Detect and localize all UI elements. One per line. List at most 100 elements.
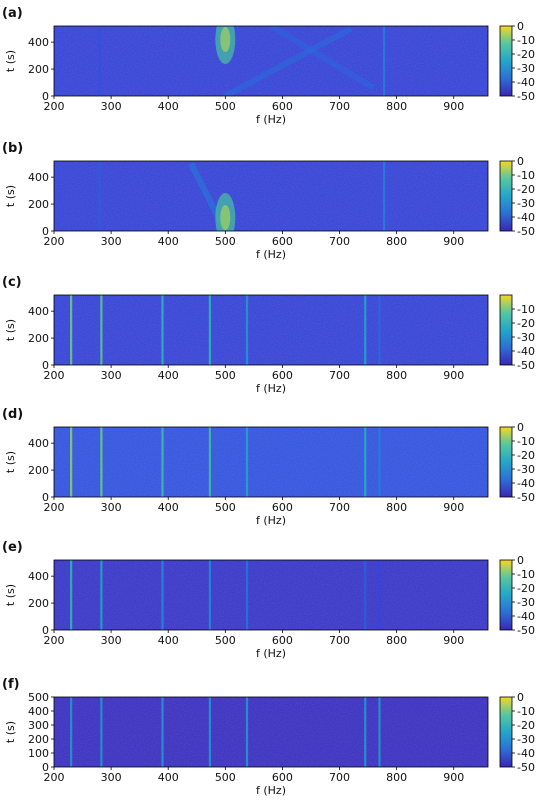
- x-axis-title: f (Hz): [256, 248, 286, 261]
- y-axis-title: t (s): [4, 319, 17, 341]
- x-tick-label: 400: [158, 235, 179, 248]
- y-tick-label: 500: [28, 691, 49, 704]
- y-tick-label: 400: [28, 705, 49, 718]
- x-tick-label: 900: [443, 771, 464, 784]
- colorbar-tick-label: -40: [517, 76, 535, 89]
- colorbar-tick-label: -10: [517, 705, 535, 718]
- y-axis-title: t (s): [4, 185, 17, 207]
- y-tick-label: 400: [28, 305, 49, 318]
- colorbar-tick-label: -50: [517, 624, 535, 637]
- x-tick-label: 300: [101, 100, 122, 113]
- y-tick-label: 400: [28, 437, 49, 450]
- plot-frame: [53, 160, 489, 232]
- x-axis-title: f (Hz): [256, 382, 286, 395]
- y-tick-label: 400: [28, 570, 49, 583]
- colorbar-tick-label: -40: [517, 477, 535, 490]
- x-tick-label: 800: [386, 501, 407, 514]
- y-tick-label: 400: [28, 36, 49, 49]
- heatmap-noise: [54, 427, 488, 497]
- colorbar-tick-label: 0: [517, 554, 524, 567]
- x-tick-label: 900: [443, 501, 464, 514]
- plot-frame: [53, 696, 489, 768]
- heatmap-noise: [54, 26, 488, 96]
- x-tick-label: 700: [329, 771, 350, 784]
- y-axis-title: t (s): [4, 451, 17, 473]
- x-tick-label: 800: [386, 369, 407, 382]
- colorbar-tick-label: -30: [517, 331, 535, 344]
- x-tick-label: 500: [215, 235, 236, 248]
- colorbar-tick-label: -20: [517, 183, 535, 196]
- colorbar-tick-label: -10: [517, 435, 535, 448]
- colorbar-tick-label: -10: [517, 34, 535, 47]
- colorbar-tick-label: -40: [517, 747, 535, 760]
- y-axis-title: t (s): [4, 721, 17, 743]
- x-axis-title: f (Hz): [256, 113, 286, 126]
- colorbar-frame: [499, 559, 513, 631]
- colorbar-tick-label: -50: [517, 491, 535, 504]
- panel-label: (a): [2, 6, 23, 21]
- colorbar-frame: [499, 25, 513, 97]
- colorbar-tick-label: -10: [517, 169, 535, 182]
- colorbar-tick-label: -30: [517, 197, 535, 210]
- x-tick-label: 900: [443, 235, 464, 248]
- panel-label: (c): [2, 275, 22, 290]
- colorbar-tick-label: -20: [517, 449, 535, 462]
- x-tick-label: 500: [215, 369, 236, 382]
- colorbar-gradient: [500, 26, 512, 96]
- heatmap-noise: [54, 697, 488, 767]
- colorbar-tick-label: -30: [517, 463, 535, 476]
- colorbar-tick-label: -10: [517, 568, 535, 581]
- heatmap-diagonal-trace: [223, 26, 353, 96]
- x-tick-label: 300: [101, 634, 122, 647]
- y-axis-title: t (s): [4, 50, 17, 72]
- y-tick-label: 100: [28, 747, 49, 760]
- x-tick-label: 900: [443, 100, 464, 113]
- heatmap-features: [70, 295, 381, 365]
- x-tick-label: 600: [272, 634, 293, 647]
- plot-frame: [53, 25, 489, 97]
- x-tick-label: 600: [272, 501, 293, 514]
- colorbar-tick-label: -50: [517, 359, 535, 372]
- x-tick-label: 700: [329, 634, 350, 647]
- y-tick-label: 200: [28, 464, 49, 477]
- heatmap-features: [70, 697, 381, 767]
- x-tick-label: 400: [158, 369, 179, 382]
- colorbar-tick-label: -50: [517, 761, 535, 774]
- heatmap-features: [70, 427, 381, 497]
- y-tick-label: 0: [42, 225, 49, 238]
- colorbar-gradient: [500, 427, 512, 497]
- y-tick-label: 0: [42, 359, 49, 372]
- y-tick-label: 0: [42, 624, 49, 637]
- x-tick-label: 300: [101, 369, 122, 382]
- x-tick-label: 500: [215, 100, 236, 113]
- colorbar-tick-label: -40: [517, 610, 535, 623]
- x-tick-label: 200: [44, 235, 65, 248]
- colorbar-tick-label: -20: [517, 582, 535, 595]
- colorbar-tick-label: -20: [517, 719, 535, 732]
- colorbar-frame: [499, 426, 513, 498]
- x-tick-label: 300: [101, 501, 122, 514]
- colorbar-tick-label: -20: [517, 317, 535, 330]
- y-tick-label: 0: [42, 491, 49, 504]
- plot-frame: [53, 559, 489, 631]
- heatmap-diagonal-trace: [269, 26, 376, 91]
- x-tick-label: 400: [158, 634, 179, 647]
- y-tick-label: 0: [42, 761, 49, 774]
- x-tick-label: 400: [158, 771, 179, 784]
- x-tick-label: 300: [101, 771, 122, 784]
- colorbar-tick-label: -30: [517, 62, 535, 75]
- x-tick-label: 900: [443, 634, 464, 647]
- x-axis-title: f (Hz): [256, 514, 286, 527]
- colorbar-gradient: [500, 161, 512, 231]
- heatmap-noise: [54, 161, 488, 231]
- colorbar-tick-label: 0: [517, 691, 524, 704]
- x-tick-label: 200: [44, 771, 65, 784]
- heatmap-features: [98, 161, 386, 231]
- x-tick-label: 600: [272, 771, 293, 784]
